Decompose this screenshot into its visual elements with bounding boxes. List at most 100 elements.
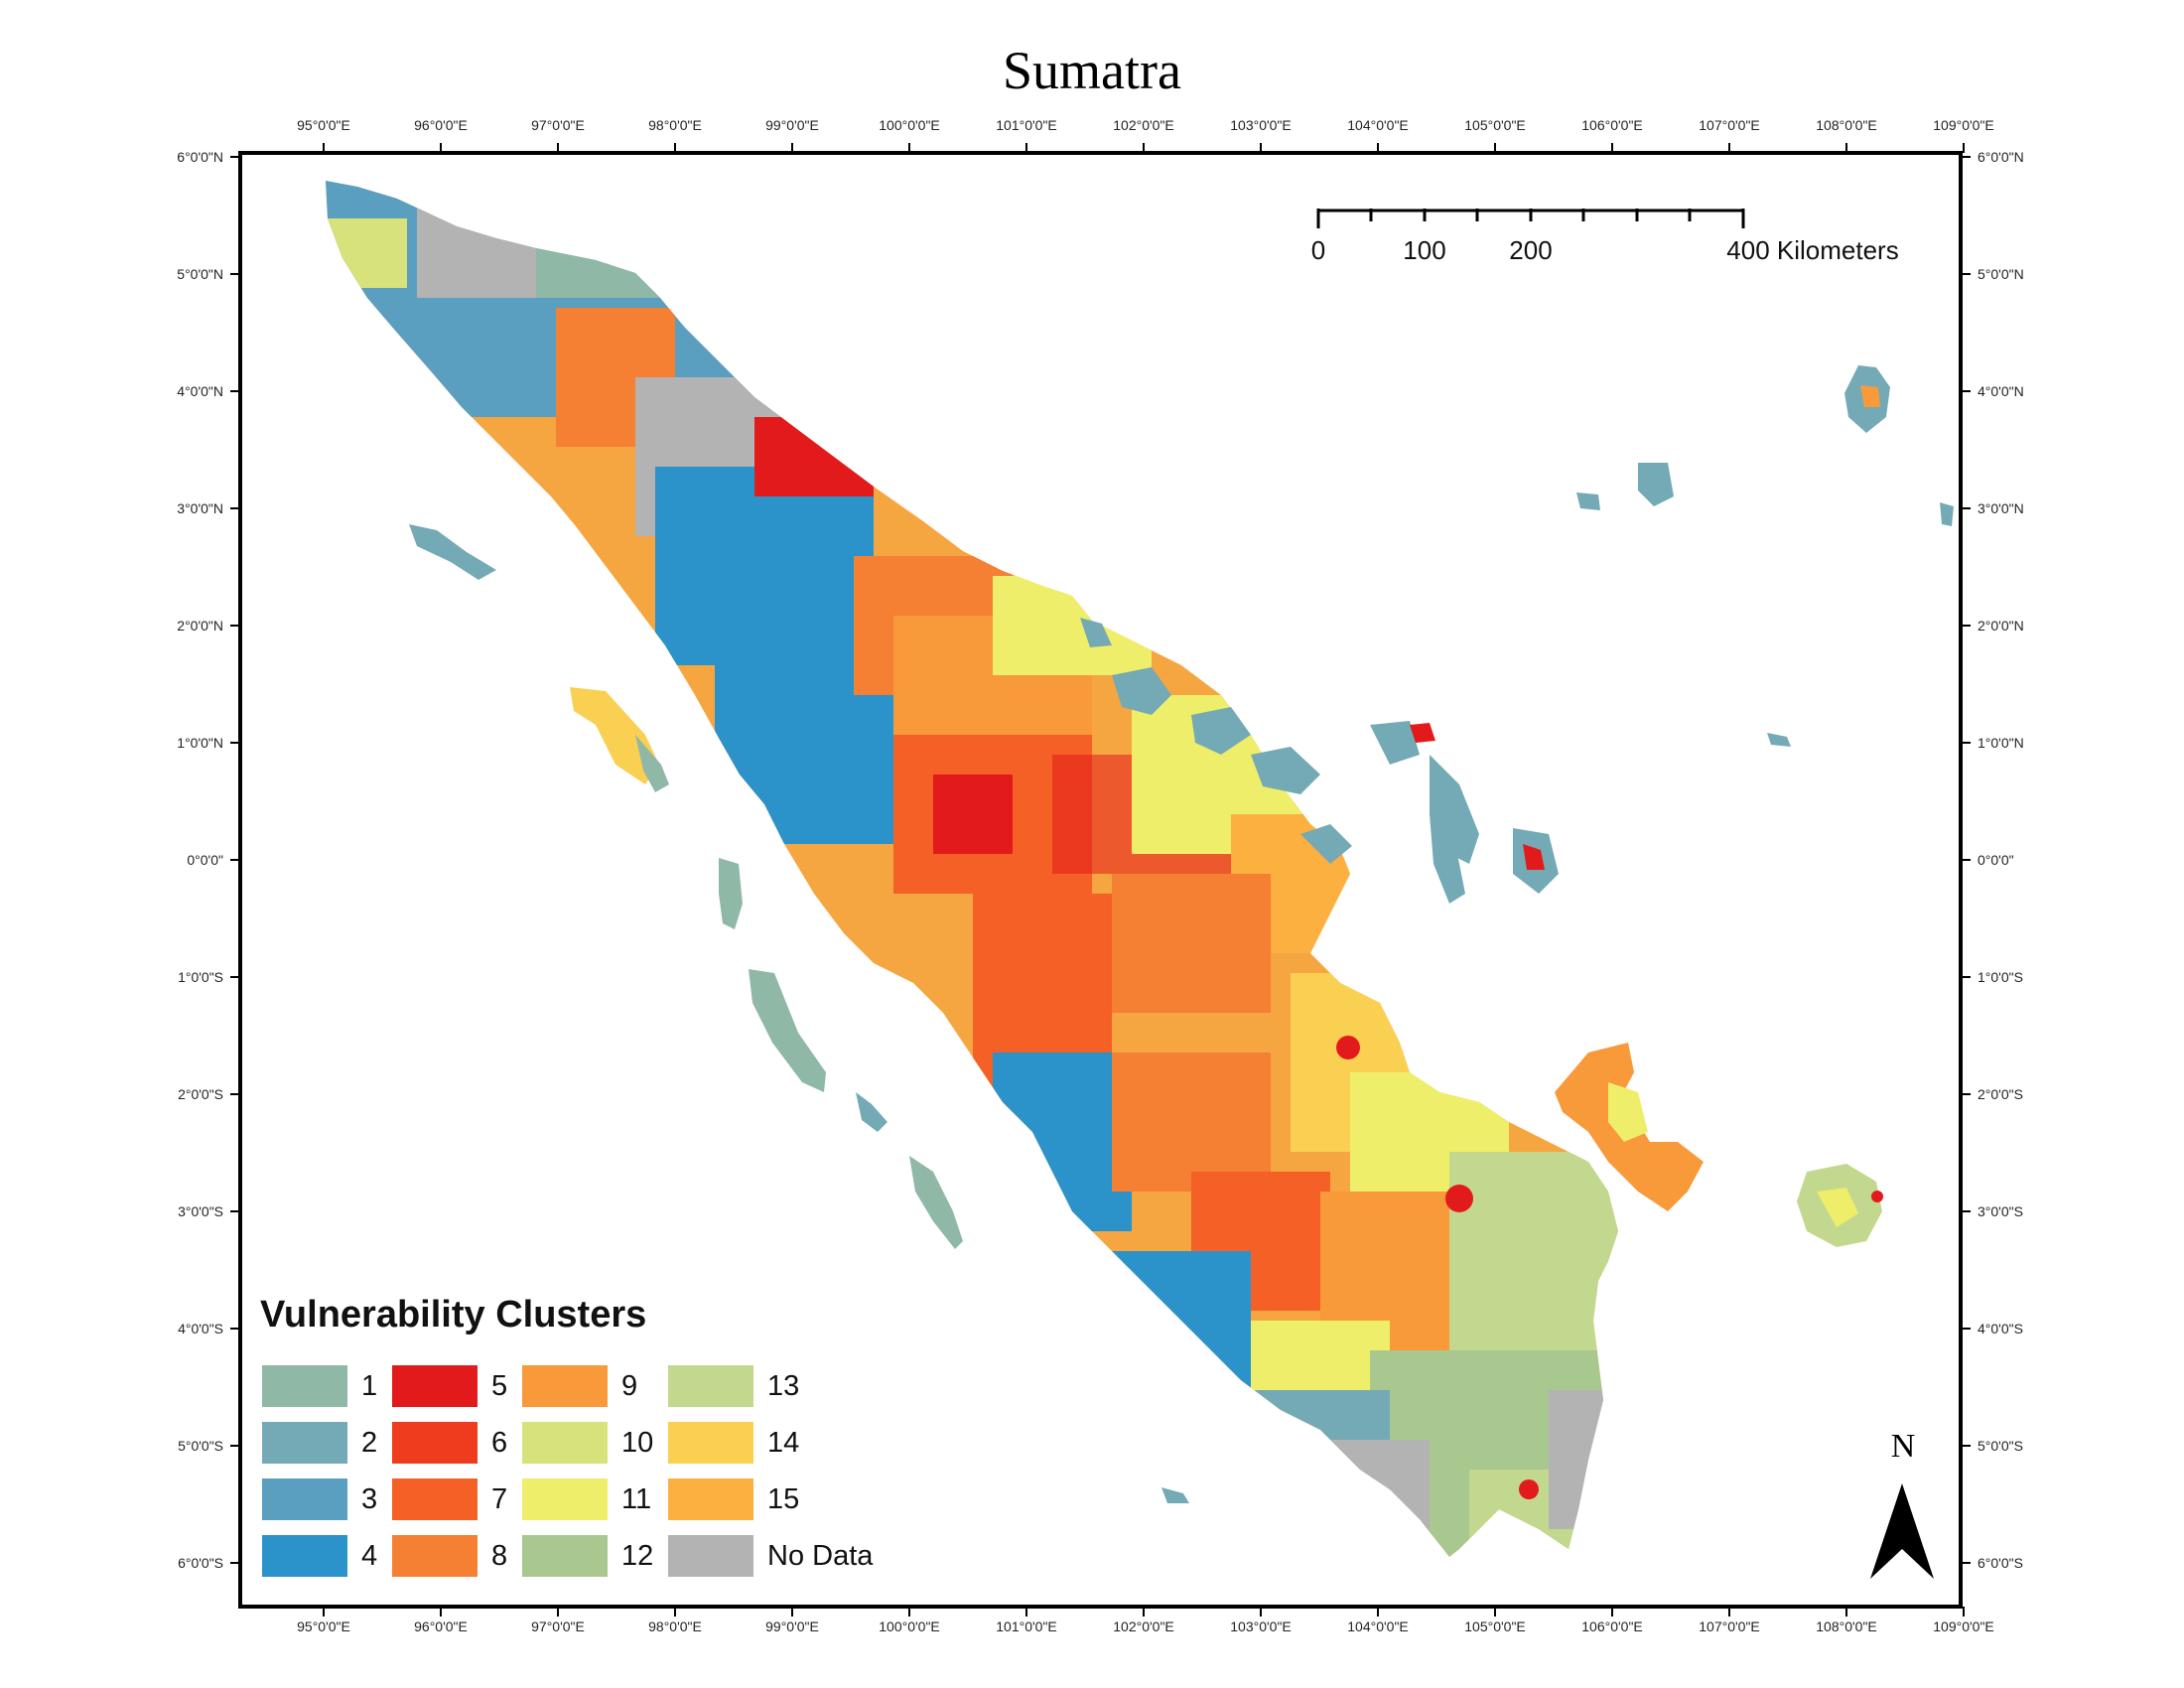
lon-label-top: 106°0'0"E	[1581, 117, 1643, 133]
scale-label-200: 200	[1509, 235, 1553, 265]
lon-label-top: 109°0'0"E	[1933, 117, 1994, 133]
lat-label-left: 5°0'0"N	[177, 266, 223, 282]
legend-swatch	[522, 1478, 608, 1520]
lat-label-right: 2°0'0"S	[1978, 1086, 2023, 1102]
lon-label-top: 101°0'0"E	[996, 117, 1057, 133]
lon-label-top: 107°0'0"E	[1699, 117, 1760, 133]
lat-label-right: 6°0'0"S	[1978, 1555, 2023, 1571]
legend-label: 13	[767, 1370, 800, 1402]
lat-label-left: 3°0'0"N	[177, 500, 223, 516]
legend-title: Vulnerability Clusters	[260, 1294, 647, 1336]
lat-label-left: 4°0'0"S	[178, 1321, 223, 1336]
scale-label-400: 400 Kilometers	[1726, 235, 1899, 265]
legend-swatch	[262, 1365, 347, 1407]
legend-swatch	[522, 1535, 608, 1577]
lon-label-bottom: 105°0'0"E	[1464, 1618, 1526, 1634]
lat-label-right: 3°0'0"N	[1978, 500, 2024, 516]
legend-label: 14	[767, 1427, 800, 1459]
lon-label-top: 103°0'0"E	[1230, 117, 1292, 133]
lat-label-left: 4°0'0"N	[177, 383, 223, 399]
lat-label-right: 2°0'0"N	[1978, 618, 2024, 633]
legend-swatch	[668, 1422, 753, 1464]
lon-label-top: 95°0'0"E	[297, 117, 350, 133]
legend-swatch	[522, 1365, 608, 1407]
north-label: N	[1890, 1428, 1916, 1465]
graticule-ticks	[230, 143, 1971, 1617]
legend-label: 9	[621, 1370, 638, 1402]
lon-label-top: 96°0'0"E	[414, 117, 468, 133]
legend-swatch	[262, 1535, 347, 1577]
lon-label-top: 102°0'0"E	[1113, 117, 1174, 133]
lat-label-right: 5°0'0"S	[1978, 1438, 2023, 1454]
legend-swatch	[668, 1365, 753, 1407]
lon-label-bottom: 103°0'0"E	[1230, 1618, 1292, 1634]
legend-swatch	[392, 1535, 478, 1577]
lon-label-bottom: 95°0'0"E	[297, 1618, 350, 1634]
lon-label-bottom: 102°0'0"E	[1113, 1618, 1174, 1634]
legend-swatch	[522, 1422, 608, 1464]
legend-label: No Data	[767, 1540, 874, 1572]
scale-bar	[1316, 209, 1745, 228]
legend-label: 1	[361, 1370, 378, 1402]
lon-label-bottom: 104°0'0"E	[1347, 1618, 1409, 1634]
lat-label-right: 1°0'0"N	[1978, 735, 2024, 751]
lat-label-right: 3°0'0"S	[1978, 1203, 2023, 1219]
lat-label-right: 4°0'0"N	[1978, 383, 2024, 399]
lat-label-right: 0°0'0"	[1978, 852, 2014, 868]
lat-label-left: 2°0'0"S	[178, 1086, 223, 1102]
lon-label-bottom: 108°0'0"E	[1816, 1618, 1877, 1634]
offshore-islands	[409, 365, 1954, 1503]
lat-label-right: 5°0'0"N	[1978, 266, 2024, 282]
legend-swatch	[392, 1422, 478, 1464]
legend-swatch	[262, 1478, 347, 1520]
lat-label-right: 1°0'0"S	[1978, 969, 2023, 985]
lat-label-left: 1°0'0"S	[178, 969, 223, 985]
scale-label-100: 100	[1403, 235, 1446, 265]
lat-label-left: 5°0'0"S	[178, 1438, 223, 1454]
lon-label-bottom: 97°0'0"E	[531, 1618, 585, 1634]
legend-swatch	[262, 1422, 347, 1464]
lon-label-top: 100°0'0"E	[879, 117, 940, 133]
lon-label-top: 98°0'0"E	[648, 117, 702, 133]
lon-label-top: 99°0'0"E	[765, 117, 819, 133]
lon-label-bottom: 100°0'0"E	[879, 1618, 940, 1634]
lat-label-left: 1°0'0"N	[177, 735, 223, 751]
lon-label-bottom: 107°0'0"E	[1699, 1618, 1760, 1634]
legend-label: 2	[361, 1427, 378, 1459]
legend-label: 11	[621, 1483, 652, 1515]
lon-label-top: 97°0'0"E	[531, 117, 585, 133]
legend-label: 5	[491, 1370, 508, 1402]
lat-label-left: 2°0'0"N	[177, 618, 223, 633]
legend-label: 15	[767, 1483, 800, 1515]
legend-label: 7	[491, 1483, 508, 1515]
legend-label: 10	[621, 1427, 654, 1459]
lon-label-bottom: 106°0'0"E	[1581, 1618, 1643, 1634]
north-arrow-icon	[1870, 1483, 1934, 1579]
lon-label-bottom: 109°0'0"E	[1933, 1618, 1994, 1634]
legend-label: 6	[491, 1427, 508, 1459]
lat-label-left: 6°0'0"N	[177, 149, 223, 165]
lat-label-right: 6°0'0"N	[1978, 149, 2024, 165]
legend-label: 8	[491, 1540, 508, 1572]
legend-swatch	[392, 1365, 478, 1407]
map-title: Sumatra	[1003, 41, 1181, 100]
lon-label-bottom: 96°0'0"E	[414, 1618, 468, 1634]
legend-swatch	[392, 1478, 478, 1520]
lon-label-top: 104°0'0"E	[1347, 117, 1409, 133]
lon-label-bottom: 101°0'0"E	[996, 1618, 1057, 1634]
legend-label: 3	[361, 1483, 378, 1515]
legend-swatch	[668, 1535, 753, 1577]
lon-label-top: 108°0'0"E	[1816, 117, 1877, 133]
lat-label-right: 4°0'0"S	[1978, 1321, 2023, 1336]
legend-label: 12	[621, 1540, 654, 1572]
legend-label: 4	[361, 1540, 378, 1572]
scale-label-0: 0	[1310, 235, 1326, 265]
lat-label-left: 0°0'0"	[187, 852, 223, 868]
lat-label-left: 3°0'0"S	[178, 1203, 223, 1219]
lat-label-left: 6°0'0"S	[178, 1555, 223, 1571]
lon-label-top: 105°0'0"E	[1464, 117, 1526, 133]
lon-label-bottom: 98°0'0"E	[648, 1618, 702, 1634]
lon-label-bottom: 99°0'0"E	[765, 1618, 819, 1634]
legend-swatch	[668, 1478, 753, 1520]
